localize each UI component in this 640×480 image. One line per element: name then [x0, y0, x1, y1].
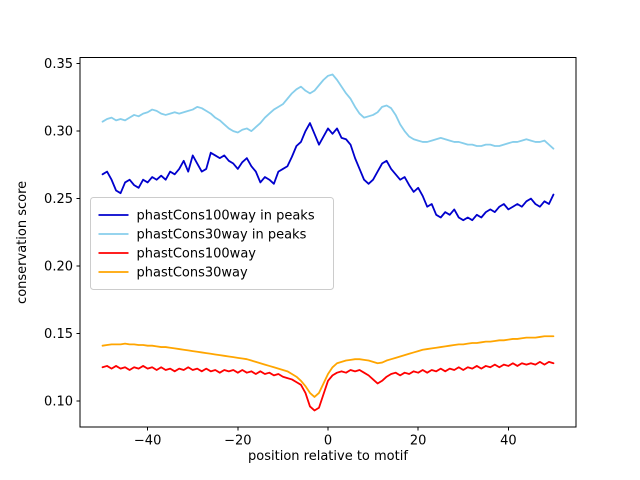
series-line-0 — [101, 122, 555, 222]
series-group — [101, 73, 555, 412]
axis-ticks: −40 −20 0 20 40 0.10 0.15 0.20 0.25 0.30 0.35 — [44, 57, 517, 449]
legend: phastCons100way in peaks phastCons30way i… — [90, 197, 334, 290]
x-tick-label: −20 — [224, 434, 251, 449]
y-tick-label: 0.25 — [44, 192, 73, 207]
y-tick-label: 0.30 — [44, 125, 73, 140]
series-line-3 — [101, 335, 555, 398]
x-tick-label: 20 — [410, 434, 427, 449]
legend-label-0: phastCons100way in peaks — [137, 209, 315, 224]
y-tick-label: 0.15 — [44, 327, 73, 342]
x-tick-label: −40 — [134, 434, 161, 449]
y-tick-label: 0.10 — [44, 395, 73, 410]
y-tick-label: 0.20 — [44, 260, 73, 275]
legend-label-3: phastCons30way — [137, 266, 249, 281]
series-line-1 — [101, 73, 555, 150]
x-tick-label: 0 — [324, 434, 332, 449]
x-tick-label: 40 — [500, 434, 517, 449]
legend-box — [90, 197, 334, 290]
x-axis-label: position relative to motif — [248, 449, 408, 464]
legend-label-1: phastCons30way in peaks — [137, 228, 307, 243]
y-axis-label: conservation score — [15, 181, 30, 304]
y-tick-label: 0.35 — [44, 57, 73, 72]
legend-label-2: phastCons100way — [137, 247, 257, 262]
series-line-2 — [101, 360, 555, 412]
